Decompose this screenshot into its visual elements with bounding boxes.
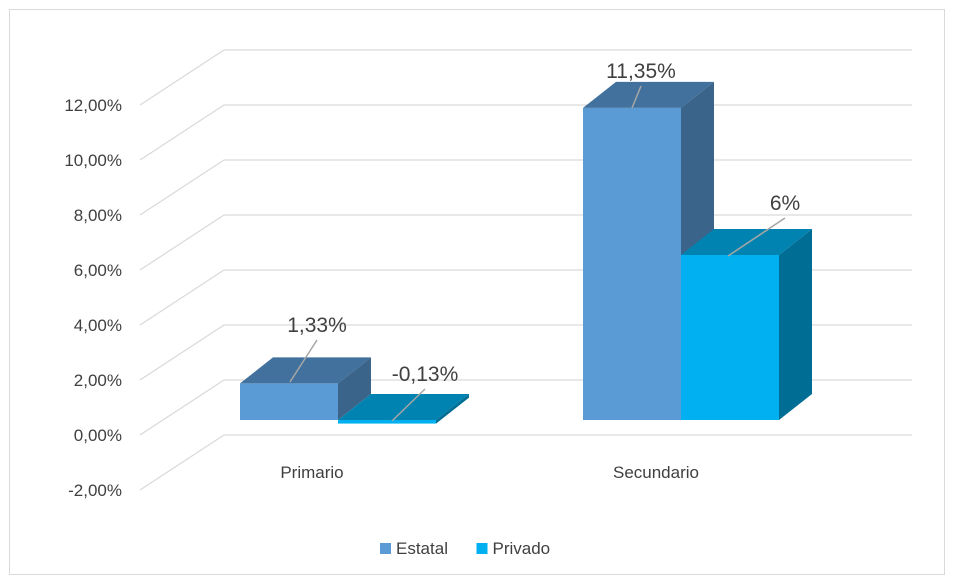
bar-privado-primario bbox=[338, 394, 469, 424]
gridline-side bbox=[139, 324, 225, 381]
data-label: -0,13% bbox=[392, 363, 459, 386]
gridline-side bbox=[139, 269, 225, 326]
bar-top bbox=[681, 229, 812, 255]
gridline-side bbox=[139, 379, 225, 436]
bar-privado-secundario bbox=[681, 229, 812, 420]
legend: Estatal Privado bbox=[380, 539, 550, 558]
bar-side bbox=[338, 357, 371, 420]
leader-line bbox=[727, 217, 786, 257]
data-labels: 1,33% 11,35% -0,13% 6% bbox=[287, 60, 800, 422]
data-label: 1,33% bbox=[287, 314, 347, 337]
legend-swatch bbox=[476, 543, 488, 554]
leader-line bbox=[289, 339, 318, 383]
gridline-side bbox=[139, 104, 225, 161]
y-tick-label: 8,00% bbox=[74, 206, 122, 225]
bar-top bbox=[338, 394, 469, 420]
y-tick-label: 6,00% bbox=[74, 261, 122, 280]
data-label: 6% bbox=[770, 192, 800, 215]
bar-front bbox=[681, 255, 779, 420]
y-tick-label: 2,00% bbox=[74, 371, 122, 390]
y-tick-label: 0,00% bbox=[74, 426, 122, 445]
bar-front bbox=[240, 383, 338, 420]
legend-label: Estatal bbox=[396, 539, 448, 558]
leader-line bbox=[391, 388, 426, 422]
bar-estatal-primario bbox=[240, 357, 371, 420]
x-axis: Primario Secundario bbox=[280, 463, 699, 482]
gridline-side bbox=[139, 214, 225, 271]
data-label: 11,35% bbox=[606, 60, 676, 83]
y-axis: -2,00% 0,00% 2,00% 4,00% 6,00% 8,00% 10,00% 12,… bbox=[64, 96, 122, 500]
bars bbox=[240, 81, 812, 424]
x-tick-label: Primario bbox=[280, 463, 343, 482]
legend-swatch bbox=[380, 543, 391, 554]
bar-estatal-secundario bbox=[583, 81, 714, 420]
bar-top bbox=[583, 81, 714, 108]
x-tick-label: Secundario bbox=[613, 463, 699, 482]
bar-side bbox=[779, 229, 812, 420]
bar-front bbox=[583, 107, 681, 420]
leader-line bbox=[631, 85, 642, 109]
y-tick-label: 12,00% bbox=[64, 96, 122, 115]
y-tick-label: -2,00% bbox=[68, 481, 122, 500]
bar-front bbox=[338, 420, 436, 424]
gridline-side bbox=[139, 49, 225, 106]
y-tick-label: 4,00% bbox=[74, 316, 122, 335]
gridline-side bbox=[139, 434, 225, 491]
bar-side bbox=[436, 394, 469, 424]
gridline-side bbox=[139, 159, 225, 216]
bar-top bbox=[240, 357, 371, 384]
y-tick-label: 10,00% bbox=[64, 151, 122, 170]
legend-label: Privado bbox=[493, 539, 551, 558]
